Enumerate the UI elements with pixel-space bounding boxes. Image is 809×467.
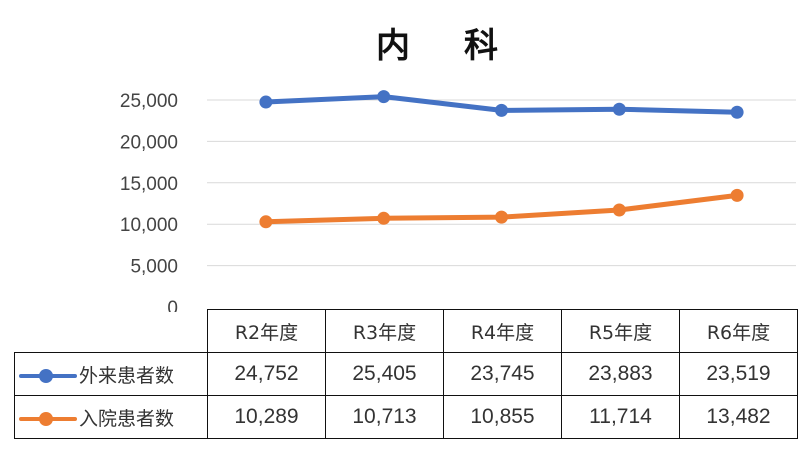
category-label: R5年度 [561,309,680,353]
legend-entry-inpatient: 入院患者数 [14,395,208,439]
data-value: 13,482 [679,395,798,439]
y-tick-label: 5,000 [130,257,178,278]
data-value: 25,405 [325,352,444,396]
chart-title-char-1: 内 [376,26,410,66]
data-value: 24,752 [207,352,326,396]
y-tick-label: 15,000 [120,174,178,195]
data-point [730,188,744,202]
data-table: R2年度 R3年度 R4年度 R5年度 R6年度 外来患者数 24,752 25… [14,309,798,439]
y-tick-label: 25,000 [120,91,178,112]
data-point [259,95,273,109]
category-label: R3年度 [325,309,444,353]
legend-key-inpatient [19,412,77,426]
data-value: 23,745 [443,352,562,396]
legend-entry-outpatient: 外来患者数 [14,352,208,396]
series-name: 外来患者数 [79,364,175,387]
table-row-outpatient: 外来患者数 24,752 25,405 23,745 23,883 23,519 [14,352,798,396]
series [259,90,744,229]
category-label: R2年度 [207,309,326,353]
chart-title: 内科 [0,18,809,67]
data-value: 23,883 [561,352,680,396]
data-value: 23,519 [679,352,798,396]
data-point [612,203,626,217]
data-point [259,215,273,229]
data-point [495,103,508,117]
line-chart: 0 5,000 10,000 15,000 20,000 25,000 [120,90,796,312]
series-name: 入院患者数 [79,407,175,430]
data-point [612,102,626,116]
category-label: R4年度 [443,309,562,353]
data-point [377,211,391,225]
gridlines [207,99,796,267]
table-row-inpatient: 入院患者数 10,289 10,713 10,855 11,714 13,482 [14,395,798,439]
data-value: 10,713 [325,395,444,439]
y-axis-ticks: 0 5,000 10,000 15,000 20,000 25,000 [120,91,178,312]
y-tick-label: 20,000 [120,132,178,153]
table-corner [14,309,208,353]
y-tick-label: 10,000 [120,215,178,236]
data-point [377,90,391,104]
data-point [730,105,744,119]
category-label: R6年度 [679,309,798,353]
legend-key-outpatient [19,369,77,383]
data-point [495,210,508,224]
table-header-row: R2年度 R3年度 R4年度 R5年度 R6年度 [14,309,798,353]
data-value: 11,714 [561,395,680,439]
chart-title-char-2: 科 [464,26,498,66]
data-value: 10,289 [207,395,326,439]
y-tick-label: 0 [167,298,178,312]
data-value: 10,855 [443,395,562,439]
